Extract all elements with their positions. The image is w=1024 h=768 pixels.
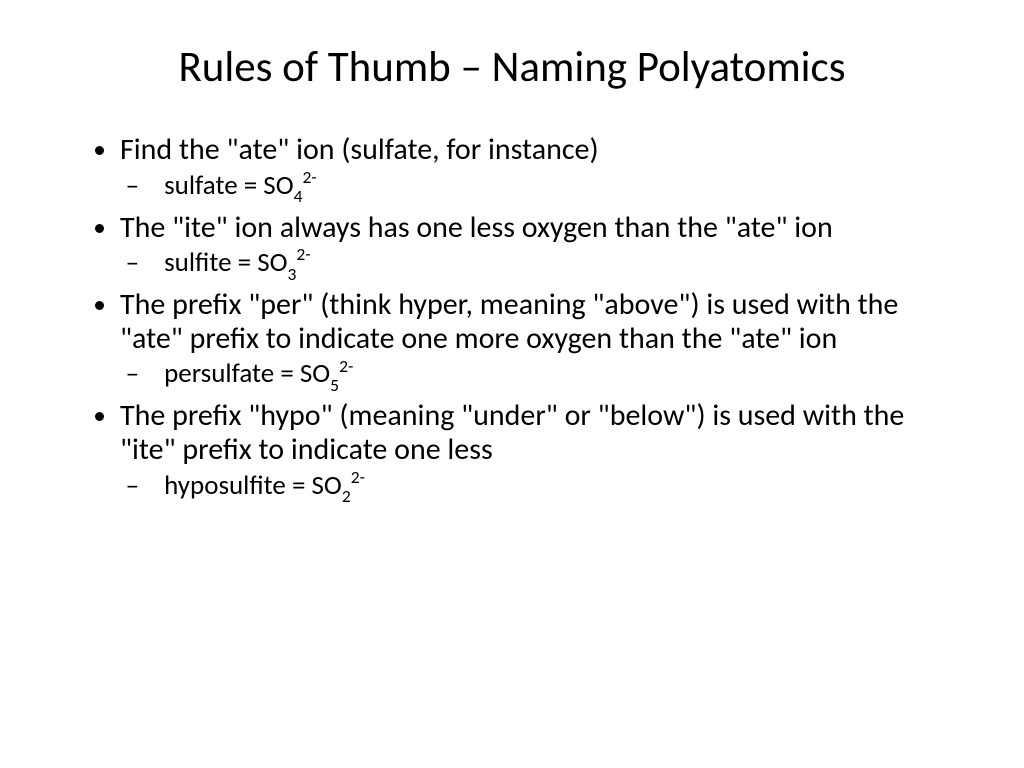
ion-subscript: 5 [330,374,339,396]
ion-superscript: 2- [296,243,310,265]
ion-name: sulfate [164,169,238,202]
sub-list: persulfate = SO52- [120,357,964,393]
bullet-item: The "ite" ion always has one less oxygen… [120,211,964,283]
ion-base: SO [300,357,330,390]
ion-base: SO [263,169,293,202]
sub-item: sulfate = SO42- [158,169,964,205]
bullet-item: Find the "ate" ion (sulfate, for instanc… [120,133,964,205]
bullet-item: The prefix "per" (think hyper, meaning "… [120,288,964,393]
ion-superscript: 2- [339,355,353,377]
bullet-text: The prefix "hypo" (meaning "under" or "b… [120,397,904,468]
ion-subscript: 4 [294,185,303,207]
sub-list: sulfite = SO32- [120,246,964,282]
sub-item: persulfate = SO52- [158,357,964,393]
ion-superscript: 2- [351,466,365,488]
ion-name: sulfite [164,246,231,279]
sub-list: hyposulfite = SO22- [120,469,964,505]
bullet-text: The prefix "per" (think hyper, meaning "… [120,286,898,357]
sub-item: sulfite = SO32- [158,246,964,282]
ion-subscript: 3 [287,263,296,285]
ion-base: SO [312,469,342,502]
ion-name: hyposulfite [164,469,286,502]
ion-subscript: 2 [342,485,351,507]
slide-title: Rules of Thumb – Naming Polyatomics [60,40,964,93]
sub-item: hyposulfite = SO22- [158,469,964,505]
bullet-text: Find the "ate" ion (sulfate, for instanc… [120,131,599,168]
slide: Rules of Thumb – Naming Polyatomics Find… [0,0,1024,768]
ion-superscript: 2- [302,166,316,188]
bullet-list: Find the "ate" ion (sulfate, for instanc… [60,133,964,505]
ion-base: SO [257,246,287,279]
sub-list: sulfate = SO42- [120,169,964,205]
ion-name: persulfate [164,357,274,390]
bullet-item: The prefix "hypo" (meaning "under" or "b… [120,399,964,504]
bullet-text: The "ite" ion always has one less oxygen… [120,209,833,246]
